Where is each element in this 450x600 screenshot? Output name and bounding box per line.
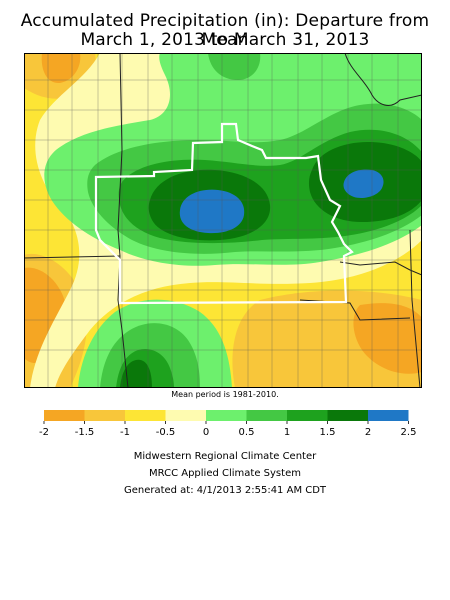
legend-tick-label: -1 — [120, 427, 130, 438]
shade-much-wet-south — [120, 359, 152, 388]
legend-swatch — [84, 410, 125, 421]
map-title: Accumulated Precipitation (in): Departur… — [20, 11, 430, 50]
region-outline — [94, 122, 354, 305]
legend-tick-label: 2 — [365, 427, 371, 438]
mean-period-note: Mean period is 1981-2010. — [171, 390, 279, 399]
credit-generated: Generated at: 4/1/2013 2:55:41 AM CDT — [123, 485, 327, 496]
credit-center: Midwestern Regional Climate Center — [133, 451, 317, 462]
legend-swatch — [165, 410, 206, 421]
legend-tick-label: -2 — [39, 427, 49, 438]
shade-wet-north — [208, 53, 261, 80]
legend-swatch — [368, 410, 409, 421]
legend-swatch — [125, 410, 166, 421]
credit-system: MRCC Applied Climate System — [149, 468, 301, 479]
color-scale-legend: -2 -1.5 -1 -0.5 0 0.5 1 1.5 2 2.5 — [39, 410, 417, 438]
shade-extreme-wet-center — [179, 189, 245, 234]
legend-swatch — [287, 410, 328, 421]
map-date-range: March 1, 2013 to March 31, 2013 — [80, 30, 370, 50]
precipitation-departure-map — [24, 53, 422, 388]
legend-tick-label: 0.5 — [239, 427, 255, 438]
map-frame — [24, 53, 422, 388]
state-boundaries — [24, 53, 422, 388]
shade-very-dry-nw — [41, 53, 81, 84]
legend-tick-label: 0 — [203, 427, 209, 438]
legend-tick-label: 1 — [284, 427, 290, 438]
legend-tick-label: 2.5 — [401, 427, 417, 438]
legend-swatch — [246, 410, 287, 421]
legend-tick-label: -1.5 — [75, 427, 95, 438]
legend-swatch — [44, 410, 85, 421]
legend-tick-label: 1.5 — [320, 427, 336, 438]
shade-very-dry-se — [353, 303, 422, 374]
legend-tick-label: -0.5 — [156, 427, 176, 438]
legend-swatch — [327, 410, 368, 421]
legend-swatch — [206, 410, 247, 421]
shade-extreme-wet-east — [343, 169, 384, 198]
